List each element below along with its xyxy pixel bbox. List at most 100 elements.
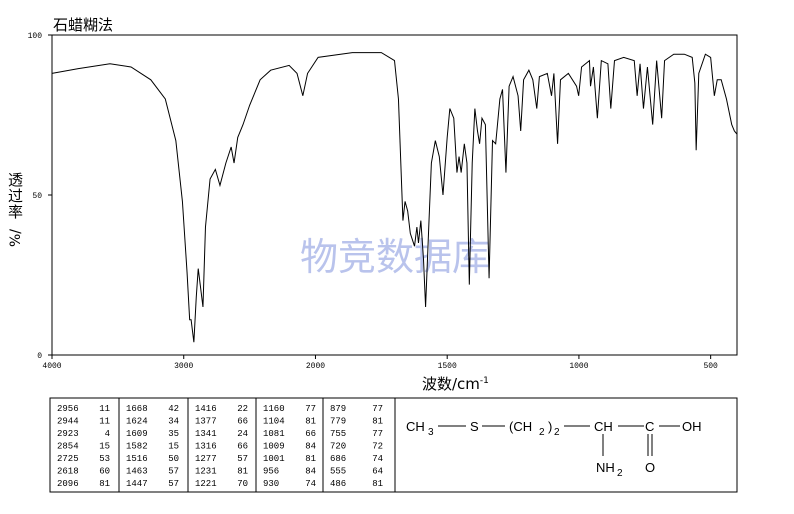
peak-table: 2956 11 2944 11 2923 4 2854 15 2725 53 2618 60 2096 8… bbox=[57, 398, 383, 492]
table-cell: 2923 bbox=[57, 429, 79, 439]
y-tick-label: 50 bbox=[32, 192, 42, 201]
table-cell: 1341 bbox=[195, 429, 217, 439]
x-axis-label-main: 波数/cm bbox=[422, 375, 480, 393]
y-axis-label: 透过率 bbox=[6, 172, 24, 220]
table-cell: 77 bbox=[305, 404, 316, 414]
x-tick-label: 1500 bbox=[438, 362, 457, 371]
table-cell: 486 bbox=[330, 479, 346, 489]
table-cell: 1609 bbox=[126, 429, 148, 439]
table-cell: 11 bbox=[99, 417, 110, 427]
table-cell: 50 bbox=[168, 454, 179, 464]
x-tick-label: 1000 bbox=[569, 362, 588, 371]
struct-text: 2 bbox=[539, 427, 545, 438]
table-cell: 1624 bbox=[126, 417, 148, 427]
table-frame bbox=[49, 397, 738, 493]
table-cell: 1277 bbox=[195, 454, 217, 464]
table-cell: 2854 bbox=[57, 442, 79, 452]
table-cell: 11 bbox=[99, 404, 110, 414]
table-cell: 66 bbox=[237, 442, 248, 452]
table-cell: 1001 bbox=[263, 454, 285, 464]
struct-text: 2 bbox=[554, 427, 560, 438]
table-cell: 1668 bbox=[126, 404, 148, 414]
struct-text: CH bbox=[406, 419, 425, 434]
table-cell: 70 bbox=[237, 479, 248, 489]
y-tick-label: 0 bbox=[37, 352, 42, 361]
struct-text: C bbox=[645, 419, 654, 434]
table-cell: 2618 bbox=[57, 467, 79, 477]
struct-text: CH bbox=[594, 419, 613, 434]
chart-title: 石蜡糊法 bbox=[53, 16, 113, 34]
table-cell: 1316 bbox=[195, 442, 217, 452]
x-axis-label: 波数/cm-1 bbox=[422, 375, 489, 393]
table-cell: 22 bbox=[237, 404, 248, 414]
table-cell: 1516 bbox=[126, 454, 148, 464]
table-cell: 77 bbox=[372, 404, 383, 414]
y-tick-label: 100 bbox=[28, 32, 43, 41]
struct-text: 2 bbox=[617, 468, 623, 479]
table-cell: 81 bbox=[372, 479, 383, 489]
structure: CH 3 S (CH 2 ) 2 CH C OH NH 2 O bbox=[406, 419, 702, 479]
table-cell: 1447 bbox=[126, 479, 148, 489]
table-cell: 686 bbox=[330, 454, 346, 464]
x-tick-label: 2000 bbox=[306, 362, 325, 371]
watermark: 物竞数据库 bbox=[300, 235, 490, 279]
table-cell: 77 bbox=[372, 429, 383, 439]
table-cell: 53 bbox=[99, 454, 110, 464]
table-cell: 1416 bbox=[195, 404, 217, 414]
table-cell: 1160 bbox=[263, 404, 285, 414]
table-cell: 81 bbox=[372, 417, 383, 427]
table-cell: 74 bbox=[372, 454, 383, 464]
table-cell: 42 bbox=[168, 404, 179, 414]
table-cell: 34 bbox=[168, 417, 179, 427]
table-cell: 15 bbox=[168, 442, 179, 452]
table-cell: 35 bbox=[168, 429, 179, 439]
table-cell: 555 bbox=[330, 467, 346, 477]
table-cell: 1009 bbox=[263, 442, 285, 452]
table-cell: 956 bbox=[263, 467, 279, 477]
table-cell: 4 bbox=[105, 429, 110, 439]
x-tick-label: 4000 bbox=[42, 362, 61, 371]
table-cell: 755 bbox=[330, 429, 346, 439]
table-cell: 1104 bbox=[263, 417, 285, 427]
struct-text: 3 bbox=[428, 427, 434, 438]
x-tick-label: 3000 bbox=[174, 362, 193, 371]
table-cell: 64 bbox=[372, 467, 383, 477]
table-cell: 57 bbox=[237, 454, 248, 464]
table-cell: 1221 bbox=[195, 479, 217, 489]
table-cell: 2944 bbox=[57, 417, 79, 427]
table-cell: 720 bbox=[330, 442, 346, 452]
table-cell: 2096 bbox=[57, 479, 79, 489]
table-cell: 72 bbox=[372, 442, 383, 452]
table-cell: 1231 bbox=[195, 467, 217, 477]
struct-text: (CH bbox=[509, 419, 532, 434]
y-axis-unit: %/ bbox=[8, 229, 24, 247]
table-cell: 1081 bbox=[263, 429, 285, 439]
plot-frame bbox=[51, 34, 738, 356]
table-cell: 15 bbox=[99, 442, 110, 452]
spectrum-line bbox=[51, 52, 738, 343]
x-tick-label: 500 bbox=[703, 362, 718, 371]
table-cell: 81 bbox=[237, 467, 248, 477]
table-cell: 60 bbox=[99, 467, 110, 477]
table-cell: 1582 bbox=[126, 442, 148, 452]
table-cell: 2725 bbox=[57, 454, 79, 464]
table-cell: 81 bbox=[305, 417, 316, 427]
table-cell: 84 bbox=[305, 442, 316, 452]
table-cell: 66 bbox=[305, 429, 316, 439]
table-cell: 66 bbox=[237, 417, 248, 427]
table-cell: 1463 bbox=[126, 467, 148, 477]
table-cell: 779 bbox=[330, 417, 346, 427]
table-cell: 81 bbox=[305, 454, 316, 464]
table-cell: 1377 bbox=[195, 417, 217, 427]
struct-text: NH bbox=[596, 460, 615, 475]
table-cell: 879 bbox=[330, 404, 346, 414]
table-cell: 24 bbox=[237, 429, 248, 439]
struct-text: S bbox=[470, 419, 479, 434]
table-cell: 2956 bbox=[57, 404, 79, 414]
table-cell: 930 bbox=[263, 479, 279, 489]
struct-text: O bbox=[645, 460, 655, 475]
struct-text: OH bbox=[682, 419, 702, 434]
table-cell: 74 bbox=[305, 479, 316, 489]
table-cell: 81 bbox=[99, 479, 110, 489]
